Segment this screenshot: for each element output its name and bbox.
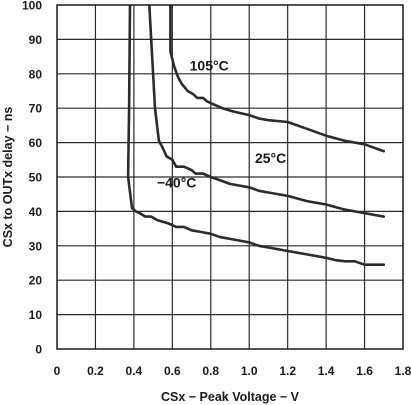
series-line-40c [126,5,386,266]
y-tick-label: 70 [29,102,43,116]
x-axis-title: CSx − Peak Voltage − V [161,390,300,404]
series-line-105c [169,5,386,153]
x-tick-label: 0.2 [87,364,104,378]
y-axis-title: CSx to OUTx delay − ns [1,107,15,248]
x-tick-label: 1.0 [241,364,258,378]
x-tick-label: 0.4 [126,364,143,378]
series-label-25c: 25°C [255,150,286,166]
x-tick-label: 0 [54,364,61,378]
series-labels: 105°C 25°C −40°C [157,57,286,190]
y-tick-label: 50 [29,171,43,185]
x-tick-label: 1.2 [279,364,296,378]
grid-layer [57,5,403,349]
series-label-105c: 105°C [190,57,229,73]
x-tick-label: 0.6 [164,364,181,378]
series-line-25c [148,5,386,218]
series-layer [126,5,386,266]
x-tick-labels: 0 0.2 0.4 0.6 0.8 1.0 1.2 1.4 1.6 1.8 [54,364,411,378]
y-tick-label: 40 [29,205,43,219]
y-tick-label: 0 [35,343,42,357]
y-tick-label: 30 [29,239,43,253]
x-tick-label: 1.8 [395,364,411,378]
y-tick-label: 80 [29,67,43,81]
x-tick-label: 0.8 [202,364,219,378]
y-tick-label: 100 [22,0,42,13]
y-tick-label: 10 [29,308,43,322]
y-tick-label: 20 [29,274,43,288]
plot-frame [56,4,404,350]
y-tick-label: 60 [29,136,43,150]
x-tick-label: 1.4 [318,364,335,378]
series-label-40c: −40°C [157,174,196,190]
y-tick-labels: 0 10 20 30 40 50 60 70 80 90 100 [22,0,42,357]
x-tick-label: 1.6 [356,364,373,378]
y-tick-label: 90 [29,33,43,47]
